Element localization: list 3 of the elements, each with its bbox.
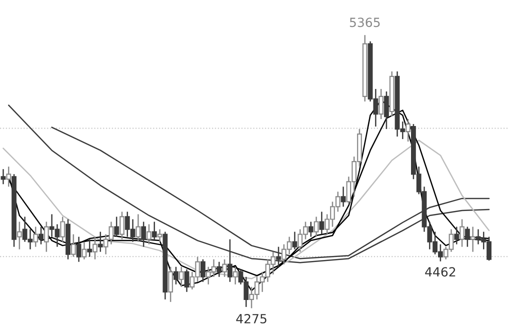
annotation: 5365	[350, 18, 380, 28]
annotation: 4462	[425, 267, 456, 277]
annotation: 4275	[236, 314, 266, 324]
